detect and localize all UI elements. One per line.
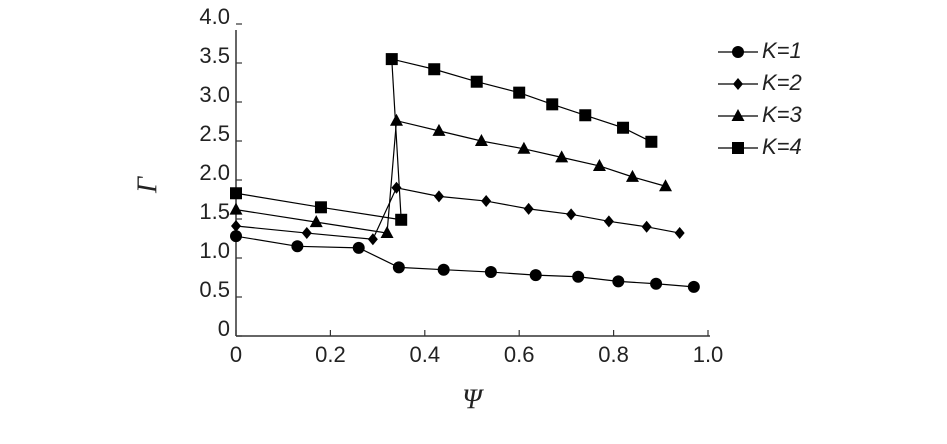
marker — [309, 215, 323, 228]
marker — [314, 201, 327, 214]
x-tick-label: 0.6 — [504, 342, 535, 367]
marker — [474, 134, 488, 146]
y-tick-label: 3.5 — [199, 43, 230, 68]
marker — [229, 202, 243, 215]
x-tick-label: 0.8 — [598, 342, 629, 367]
marker — [481, 195, 492, 208]
marker — [572, 270, 585, 283]
x-tick-label: 0.2 — [315, 342, 346, 367]
marker — [625, 169, 639, 182]
marker — [612, 275, 625, 288]
marker — [523, 202, 534, 215]
marker — [566, 208, 577, 221]
legend-marker — [732, 46, 744, 58]
marker — [231, 220, 241, 233]
marker — [367, 233, 378, 246]
marker — [529, 269, 542, 282]
y-axis-label: Γ — [132, 176, 163, 194]
y-tick-label: 1.0 — [199, 238, 230, 263]
legend-label: K=1 — [762, 38, 802, 63]
marker — [659, 179, 673, 192]
y-tick-label: 2.0 — [199, 160, 230, 185]
legend-label: K=2 — [762, 70, 802, 95]
y-tick-label: 3.0 — [199, 82, 230, 107]
series-line — [235, 58, 652, 221]
legend-marker — [731, 109, 745, 121]
series-line — [235, 119, 666, 234]
legend-marker — [733, 78, 743, 90]
marker — [230, 230, 242, 243]
marker — [617, 121, 630, 134]
marker — [592, 158, 606, 171]
marker — [428, 63, 441, 76]
marker — [230, 187, 242, 200]
marker — [437, 263, 450, 276]
marker — [650, 277, 663, 290]
x-tick-label: 0.4 — [410, 342, 441, 367]
legend-label: K=4 — [762, 134, 802, 159]
marker — [645, 135, 658, 148]
marker — [433, 190, 444, 203]
marker — [291, 240, 304, 253]
marker — [641, 220, 652, 233]
y-tick-label: 1.5 — [199, 199, 230, 224]
x-axis-label: Ψ — [462, 384, 484, 415]
y-tick-label: 0 — [218, 316, 230, 341]
marker — [555, 150, 569, 163]
marker — [432, 123, 446, 136]
marker — [395, 213, 408, 226]
y-tick-label: 2.5 — [199, 121, 230, 146]
marker — [513, 86, 526, 99]
marker — [392, 261, 405, 274]
marker — [579, 109, 592, 122]
marker — [385, 53, 398, 66]
marker — [603, 215, 614, 228]
marker — [470, 75, 483, 88]
marker — [517, 141, 531, 154]
marker — [484, 266, 497, 279]
marker — [546, 98, 559, 111]
legend-label: K=3 — [762, 102, 803, 127]
marker — [674, 227, 685, 240]
marker — [301, 227, 312, 240]
y-tick-label: 4.0 — [199, 4, 230, 29]
series-line — [235, 235, 694, 288]
series-line — [235, 187, 680, 240]
marker — [687, 280, 700, 293]
marker — [389, 113, 403, 126]
legend-marker — [732, 142, 744, 154]
x-tick-label: 1.0 — [693, 342, 724, 367]
x-tick-label: 0 — [230, 342, 242, 367]
marker — [380, 226, 394, 239]
marker — [352, 241, 365, 254]
y-tick-label: 0.5 — [199, 277, 230, 302]
